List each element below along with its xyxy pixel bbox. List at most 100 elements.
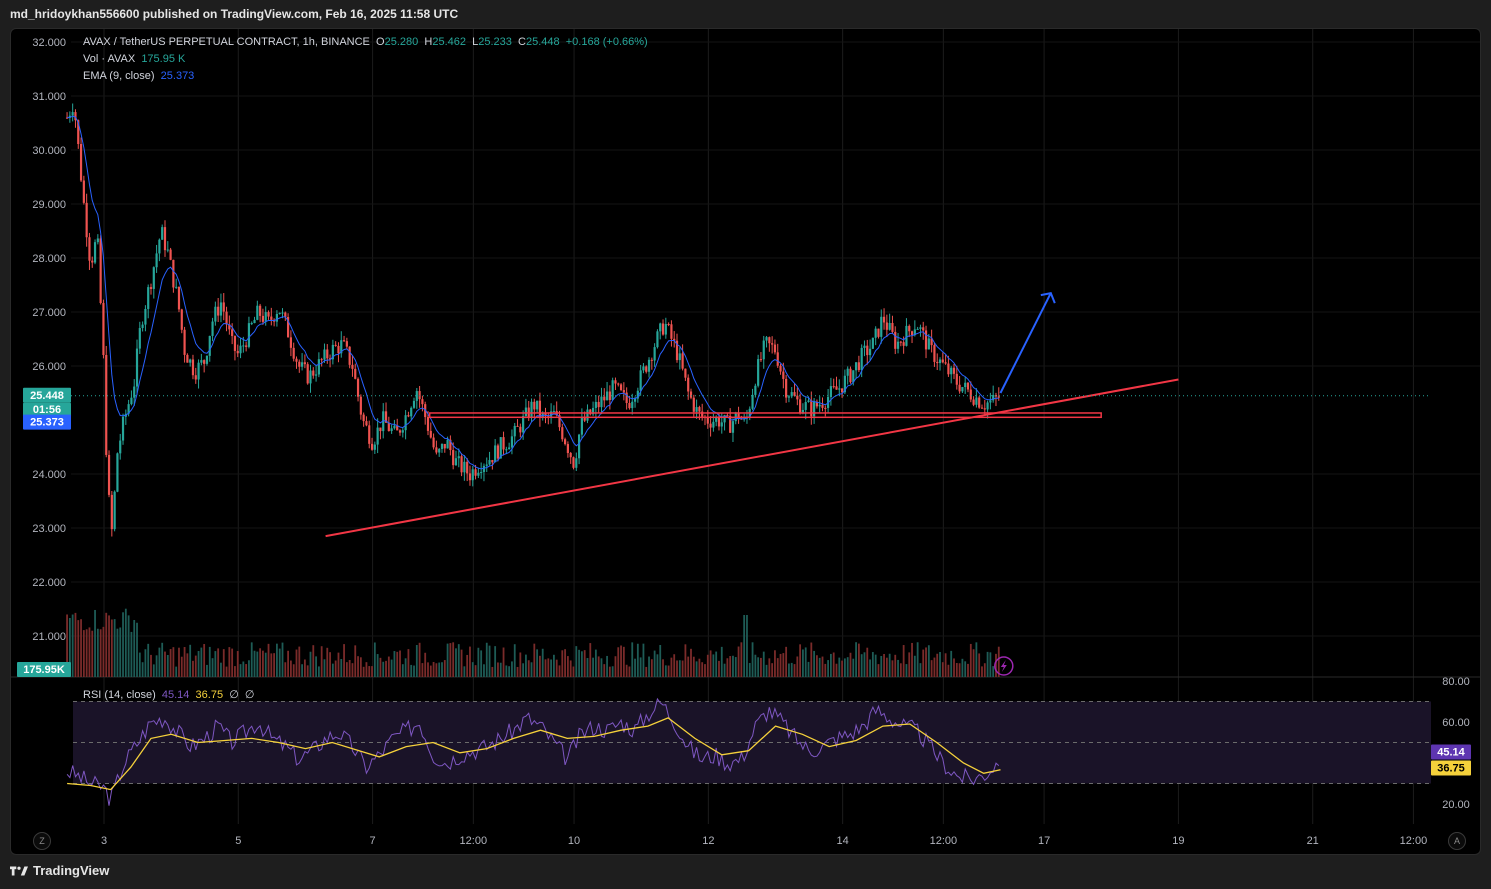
volume-bar: [765, 664, 768, 677]
candle-body: [838, 388, 841, 390]
candle-body: [611, 380, 614, 401]
candle-body: [603, 396, 606, 401]
candle-body: [561, 427, 564, 440]
volume-bar: [564, 649, 566, 677]
candle-body: [628, 402, 631, 409]
candle-body: [804, 402, 807, 410]
candle-body: [821, 404, 824, 408]
volume-bar: [74, 612, 77, 677]
chart-canvas[interactable]: 32.000 31.000 30.000 29.000 28.000 27.000 26.0…: [11, 29, 1481, 855]
volume-bar: [779, 653, 782, 677]
volume-bar: [539, 655, 541, 677]
volume-bar: [723, 663, 726, 677]
time-axis-tick: 17: [1038, 835, 1050, 847]
volume-bar: [790, 662, 793, 677]
volume-bar: [368, 666, 371, 677]
volume-bar: [264, 652, 267, 677]
candle-body: [77, 120, 80, 145]
candle-body: [418, 391, 421, 400]
candle-body: [681, 353, 684, 369]
rsi-axis-tick: 80.00: [1442, 676, 1470, 688]
volume-bar: [488, 645, 491, 677]
candle-body: [373, 444, 376, 450]
volume-bar: [525, 654, 527, 677]
candle-body: [429, 430, 432, 438]
volume-bar: [376, 654, 379, 677]
volume-bar: [622, 646, 625, 677]
candle-body: [401, 430, 404, 433]
volume-bar: [869, 659, 871, 677]
candle-body: [790, 392, 793, 397]
candle-body: [675, 340, 679, 361]
volume-bar: [855, 642, 857, 677]
volume-bar: [144, 649, 147, 677]
candles[interactable]: [65, 103, 1000, 537]
candle-body: [250, 323, 253, 325]
candle-body: [799, 399, 802, 414]
volume-bar: [410, 664, 413, 677]
volume-bar: [284, 662, 287, 677]
volume-bar: [695, 661, 698, 677]
volume-bar: [863, 652, 866, 677]
support-zone-rectangle[interactable]: [428, 412, 1102, 419]
candle-body: [233, 336, 237, 351]
candle-body: [533, 401, 536, 410]
volume-bar: [175, 666, 178, 677]
ema-badge-text: 25.373: [30, 417, 64, 429]
volume-bar: [925, 647, 927, 677]
rsi-label[interactable]: RSI (14, close): [83, 689, 156, 701]
candle-body: [544, 413, 547, 416]
volume-bar: [706, 654, 709, 677]
candle-body: [300, 362, 304, 367]
tradingview-logo[interactable]: TradingView: [10, 863, 109, 878]
volume-bar: [178, 647, 180, 677]
close-value: 25.448: [525, 36, 560, 48]
candle-body: [435, 447, 438, 453]
auto-scale-button[interactable]: A: [1448, 832, 1466, 850]
volume-bar: [659, 644, 662, 677]
volume-bar: [365, 662, 368, 677]
candle-body: [762, 340, 765, 360]
candle-body: [463, 461, 466, 473]
ema-label[interactable]: EMA (9, close): [83, 70, 155, 82]
candle-body: [997, 396, 1000, 398]
candle-body: [396, 425, 399, 431]
volume-bar: [407, 649, 410, 677]
volume-bar: [704, 664, 706, 677]
volume-bar: [793, 664, 796, 677]
candle-body: [698, 407, 701, 412]
volume-bar: [396, 651, 399, 677]
volume-bar: [832, 652, 835, 677]
projection-arrow[interactable]: [999, 292, 1052, 394]
volume-bar: [522, 663, 525, 677]
lightning-icon[interactable]: [994, 656, 1014, 676]
volume-bar: [807, 661, 810, 677]
volume-label[interactable]: Vol · AVAX: [83, 53, 136, 65]
chart-frame[interactable]: 32.000 31.000 30.000 29.000 28.000 27.000 26.0…: [10, 28, 1481, 855]
candle-body: [591, 407, 595, 415]
volume-bar: [678, 660, 681, 677]
candle-body: [421, 399, 424, 405]
candle-body: [950, 367, 953, 375]
candle-body: [348, 346, 351, 365]
candle-body: [846, 368, 849, 376]
volume-bar: [933, 657, 936, 677]
ascending-trendline[interactable]: [325, 378, 1179, 538]
candle-body: [356, 378, 360, 397]
candle-body: [751, 394, 754, 409]
volume-bar: [816, 655, 818, 677]
volume-bar: [438, 662, 441, 677]
candle-body: [144, 308, 147, 325]
zoom-reset-button[interactable]: Z: [33, 832, 51, 850]
volume-bar: [547, 658, 550, 677]
symbol-title[interactable]: AVAX / TetherUS PERPETUAL CONTRACT, 1h, …: [83, 36, 370, 48]
ema-value: 25.373: [160, 70, 195, 82]
volume-bar: [944, 653, 947, 677]
price-axis-tick: 23.000: [32, 523, 66, 535]
volume-bar: [709, 650, 712, 677]
candle-body: [608, 391, 611, 401]
candle-body: [368, 425, 371, 444]
volume-bar: [186, 653, 189, 677]
candle-body: [259, 305, 262, 316]
candle-body: [692, 397, 695, 412]
